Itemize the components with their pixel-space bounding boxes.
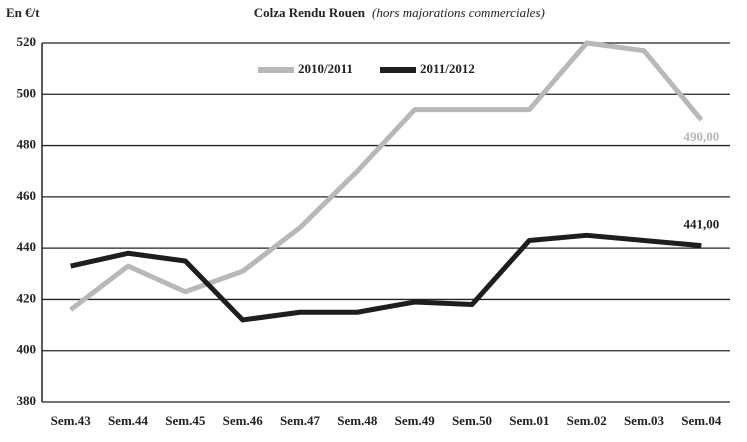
y-tick-label: 500 [17, 85, 37, 100]
value-label: 490,00 [683, 129, 719, 144]
x-tick-label: Sem.02 [567, 413, 607, 428]
y-tick-label: 480 [17, 137, 37, 152]
x-tick-label: Sem.50 [452, 413, 492, 428]
x-tick-label: Sem.48 [337, 413, 378, 428]
legend-label: 2011/2012 [420, 61, 475, 76]
x-tick-label: Sem.43 [51, 413, 92, 428]
chart-title: Colza Rendu Rouen [254, 5, 366, 20]
legend-label: 2010/2011 [298, 61, 353, 76]
series-line [69, 40, 704, 312]
x-tick-label: Sem.04 [681, 413, 722, 428]
x-tick-label: Sem.45 [165, 413, 206, 428]
y-tick-label: 460 [17, 188, 37, 203]
y-tick-label: 440 [17, 239, 37, 254]
x-tick-label: Sem.46 [223, 413, 264, 428]
y-tick-label: 420 [17, 290, 37, 305]
y-axis-label: En €/t [6, 5, 40, 20]
chart-subtitle: (hors majorations commerciales) [372, 5, 545, 20]
series-line [70, 232, 702, 323]
x-tick-label: Sem.03 [624, 413, 665, 428]
y-tick-label: 520 [17, 34, 37, 49]
x-tick-label: Sem.49 [395, 413, 436, 428]
value-label: 441,00 [683, 217, 719, 232]
x-tick-label: Sem.47 [280, 413, 321, 428]
x-tick-label: Sem.01 [509, 413, 549, 428]
y-tick-label: 400 [17, 342, 37, 357]
y-tick-label: 380 [17, 393, 37, 408]
x-tick-label: Sem.44 [108, 413, 149, 428]
